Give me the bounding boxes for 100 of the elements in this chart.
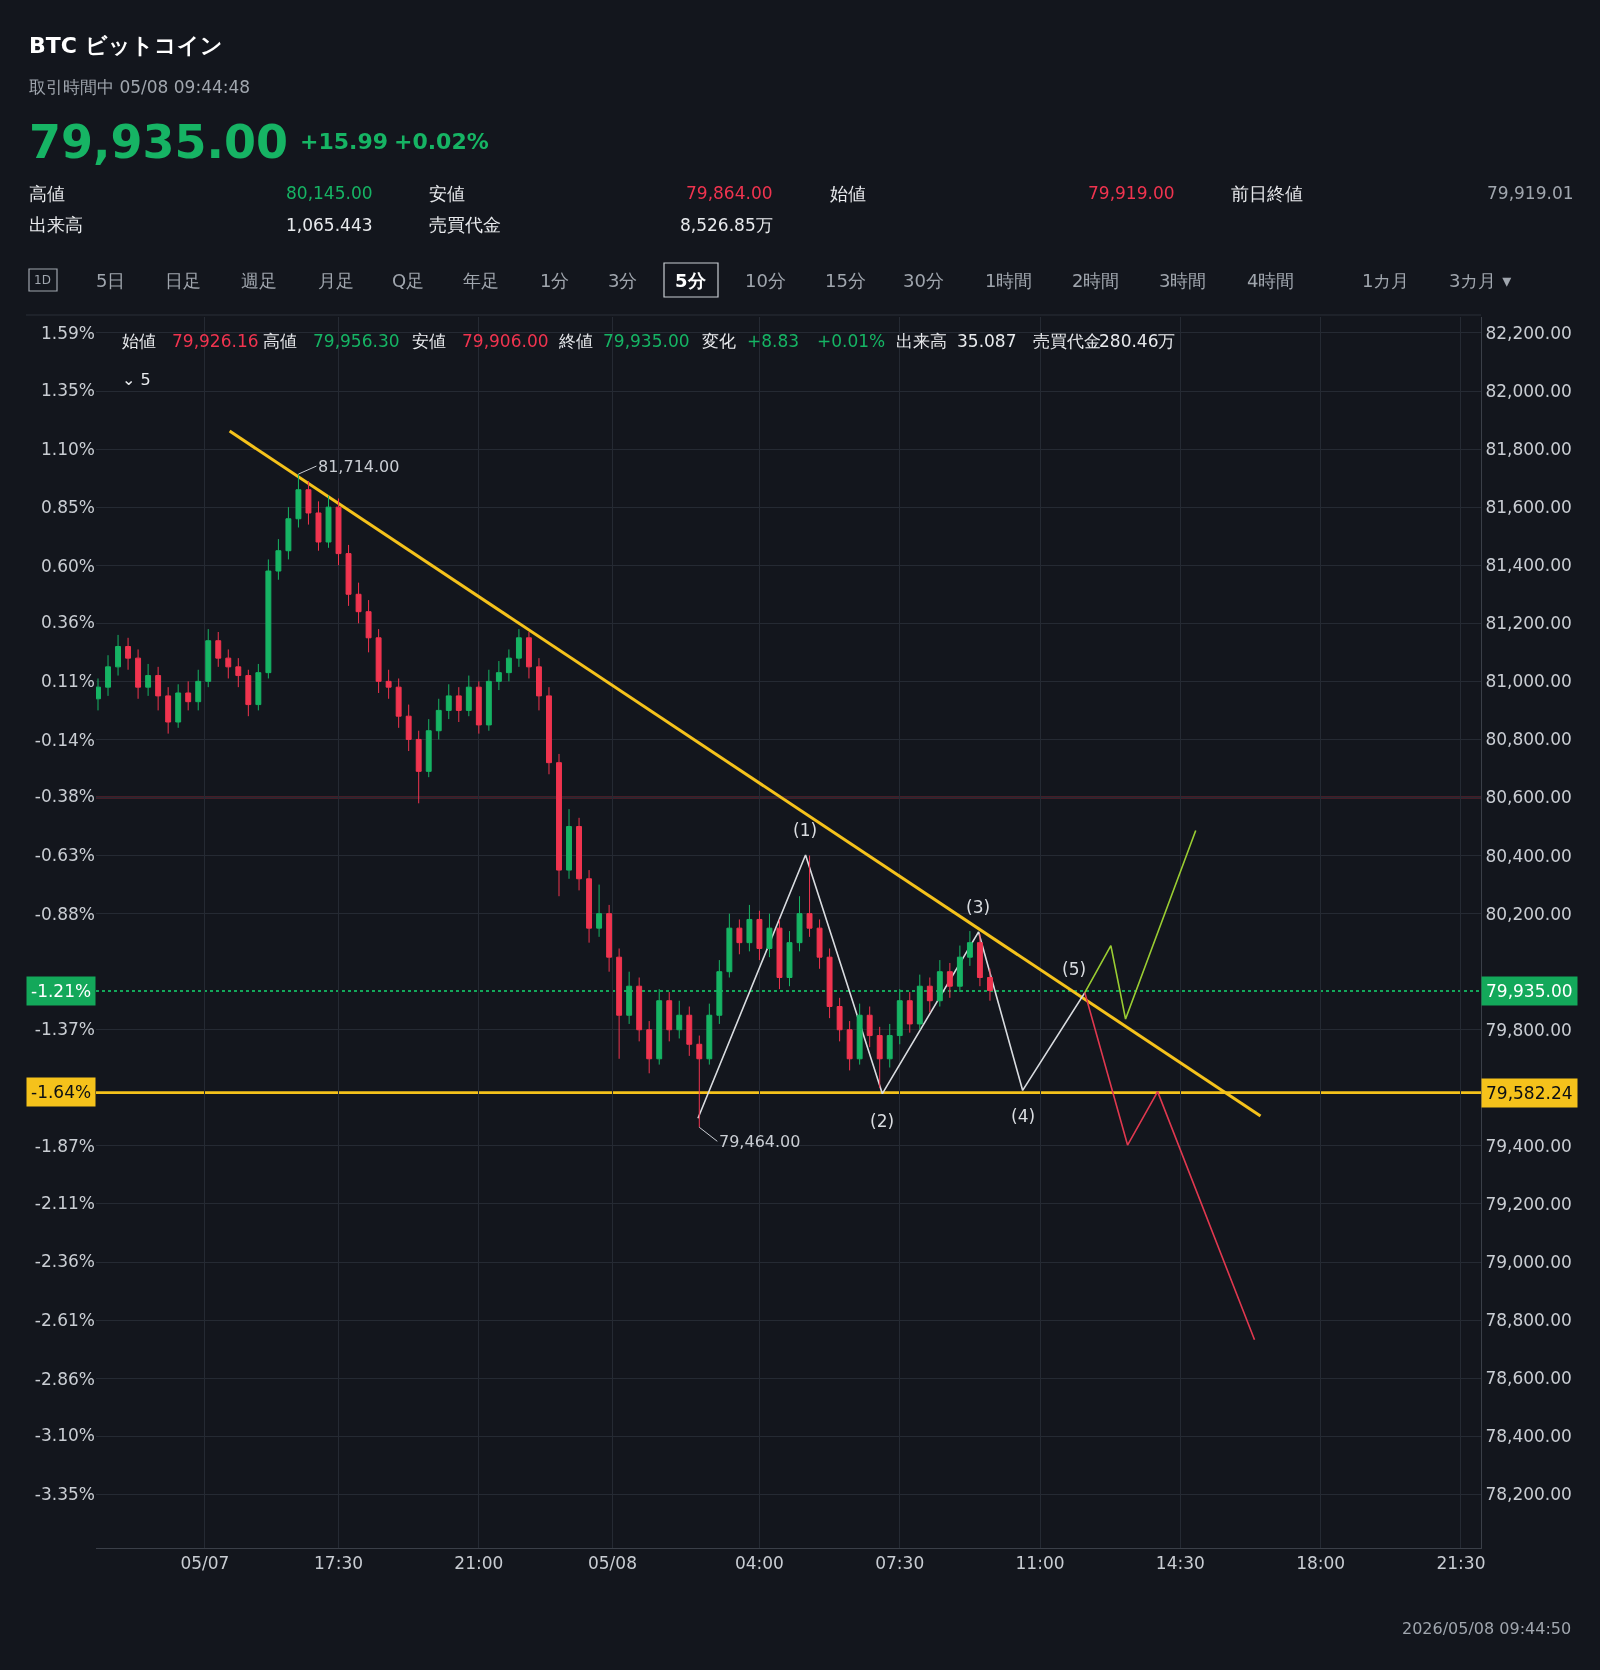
ref-line-label: 79,935.00: [1486, 981, 1573, 1001]
y-tick-label: 79,200.00: [1485, 1193, 1572, 1214]
text: 79,935.00: [29, 115, 288, 169]
annotation: 280.46万: [1099, 331, 1176, 351]
candlestick: [736, 918, 743, 955]
candlestick: [195, 669, 202, 711]
candlestick: [395, 677, 402, 729]
text: 1D: [34, 273, 51, 287]
candlestick: [205, 628, 212, 688]
annotation: 安値: [412, 331, 446, 351]
text: 高値: [29, 183, 65, 204]
candlestick: [215, 631, 222, 668]
y2-tick-label: -1.37%: [34, 1018, 95, 1039]
text: 2時間: [1072, 270, 1120, 291]
x-tick-label: 05/07: [180, 1553, 230, 1574]
candlestick: [135, 648, 142, 700]
candlestick: [435, 698, 442, 740]
y2-tick-label: -0.63%: [34, 844, 95, 865]
text: 始値: [830, 183, 866, 204]
text: 週足: [241, 270, 277, 291]
candlestick: [746, 904, 753, 952]
annotation: +0.01%: [817, 331, 886, 351]
y-tick-label: 81,000.00: [1485, 671, 1572, 692]
candlestick: [836, 997, 843, 1042]
candlestick: [175, 683, 182, 729]
x-tick-label: 17:30: [314, 1553, 364, 1574]
text: 5分: [675, 270, 707, 291]
annotation: 79,935.00: [603, 331, 690, 351]
annotation: 出来高: [896, 331, 947, 351]
text: 売買代金: [429, 214, 501, 235]
text: 15分: [825, 270, 866, 291]
text: 3時間: [1159, 270, 1207, 291]
candlestick: [846, 1020, 853, 1071]
candlestick: [756, 910, 763, 961]
candlestick: [766, 913, 773, 958]
text: 4時間: [1247, 270, 1295, 291]
candlestick: [445, 683, 452, 720]
candlestick: [245, 669, 252, 717]
y-tick-label: 81,800.00: [1485, 439, 1572, 460]
x-tick-label: 07:30: [875, 1553, 925, 1574]
text: 1分: [540, 270, 570, 291]
annotation: (4): [1011, 1106, 1036, 1126]
text: 79,919.01: [1487, 183, 1574, 203]
candlestick: [546, 686, 552, 775]
y2-tick-label: -2.86%: [34, 1368, 95, 1389]
y-tick-label: 79,000.00: [1485, 1251, 1572, 1272]
text: 5日: [96, 270, 126, 291]
candlestick: [485, 669, 492, 732]
candlestick: [856, 1003, 863, 1066]
text: 月足: [318, 270, 354, 291]
candlestick: [576, 817, 582, 891]
annotation: 81,714.00: [318, 457, 400, 476]
y2-tick-label: -3.10%: [34, 1425, 95, 1446]
x-tick-label: 21:30: [1436, 1553, 1486, 1574]
chart-subtitle: 取引時間中 05/08 09:44:48: [29, 77, 251, 97]
y-tick-label: 82,200.00: [1485, 322, 1572, 343]
y-tick-label: 81,600.00: [1485, 497, 1572, 518]
y2-tick-label: -2.36%: [34, 1251, 95, 1272]
y2-tick-label: -0.14%: [34, 729, 95, 750]
candlestick: [495, 660, 502, 691]
candlestick: [616, 947, 623, 1060]
text: 1カ月: [1362, 270, 1410, 291]
annotation: (5): [1062, 959, 1087, 979]
annotation: ⌄ 5: [122, 370, 151, 389]
candlestick: [305, 480, 312, 526]
y-tick-label: 78,200.00: [1485, 1484, 1572, 1505]
candlestick: [465, 675, 472, 717]
candlestick: [165, 686, 172, 735]
x-tick-label: 14:30: [1155, 1553, 1205, 1574]
line-series: [1084, 829, 1197, 1020]
line-series: [1084, 991, 1256, 1341]
candlestick: [265, 558, 272, 679]
y2-tick-label: 0.36%: [40, 612, 95, 633]
annotation: 79,956.30: [313, 331, 400, 351]
text: 79,864.00: [686, 183, 773, 203]
text: 出来高: [29, 214, 83, 235]
candlestick: [455, 686, 462, 723]
candlestick: [906, 991, 913, 1034]
text: 80,145.00: [286, 183, 373, 203]
candlestick: [976, 933, 983, 987]
y-tick-label: 80,600.00: [1485, 787, 1572, 808]
ref-line-label: -1.21%: [31, 981, 92, 1001]
y2-tick-label: -1.87%: [34, 1136, 95, 1157]
y2-tick-label: -2.11%: [34, 1192, 95, 1213]
candlestick: [586, 869, 593, 944]
annotation: 始値: [122, 331, 156, 351]
candlestick: [365, 599, 372, 653]
candlestick: [525, 631, 532, 679]
candlestick: [706, 1003, 713, 1066]
annotation: 売買代金: [1033, 331, 1101, 351]
y-tick-label: 80,800.00: [1485, 729, 1572, 750]
candlestick: [475, 680, 482, 735]
text: 8,526.85万: [680, 215, 773, 235]
y2-tick-label: 1.10%: [40, 438, 95, 459]
text: +0.02%: [394, 129, 489, 154]
candlestick: [425, 718, 432, 778]
y-tick-label: 81,200.00: [1485, 613, 1572, 634]
ref-line-label: -1.64%: [31, 1082, 92, 1102]
y-tick-label: 79,400.00: [1485, 1135, 1572, 1156]
candlestick: [155, 666, 162, 711]
